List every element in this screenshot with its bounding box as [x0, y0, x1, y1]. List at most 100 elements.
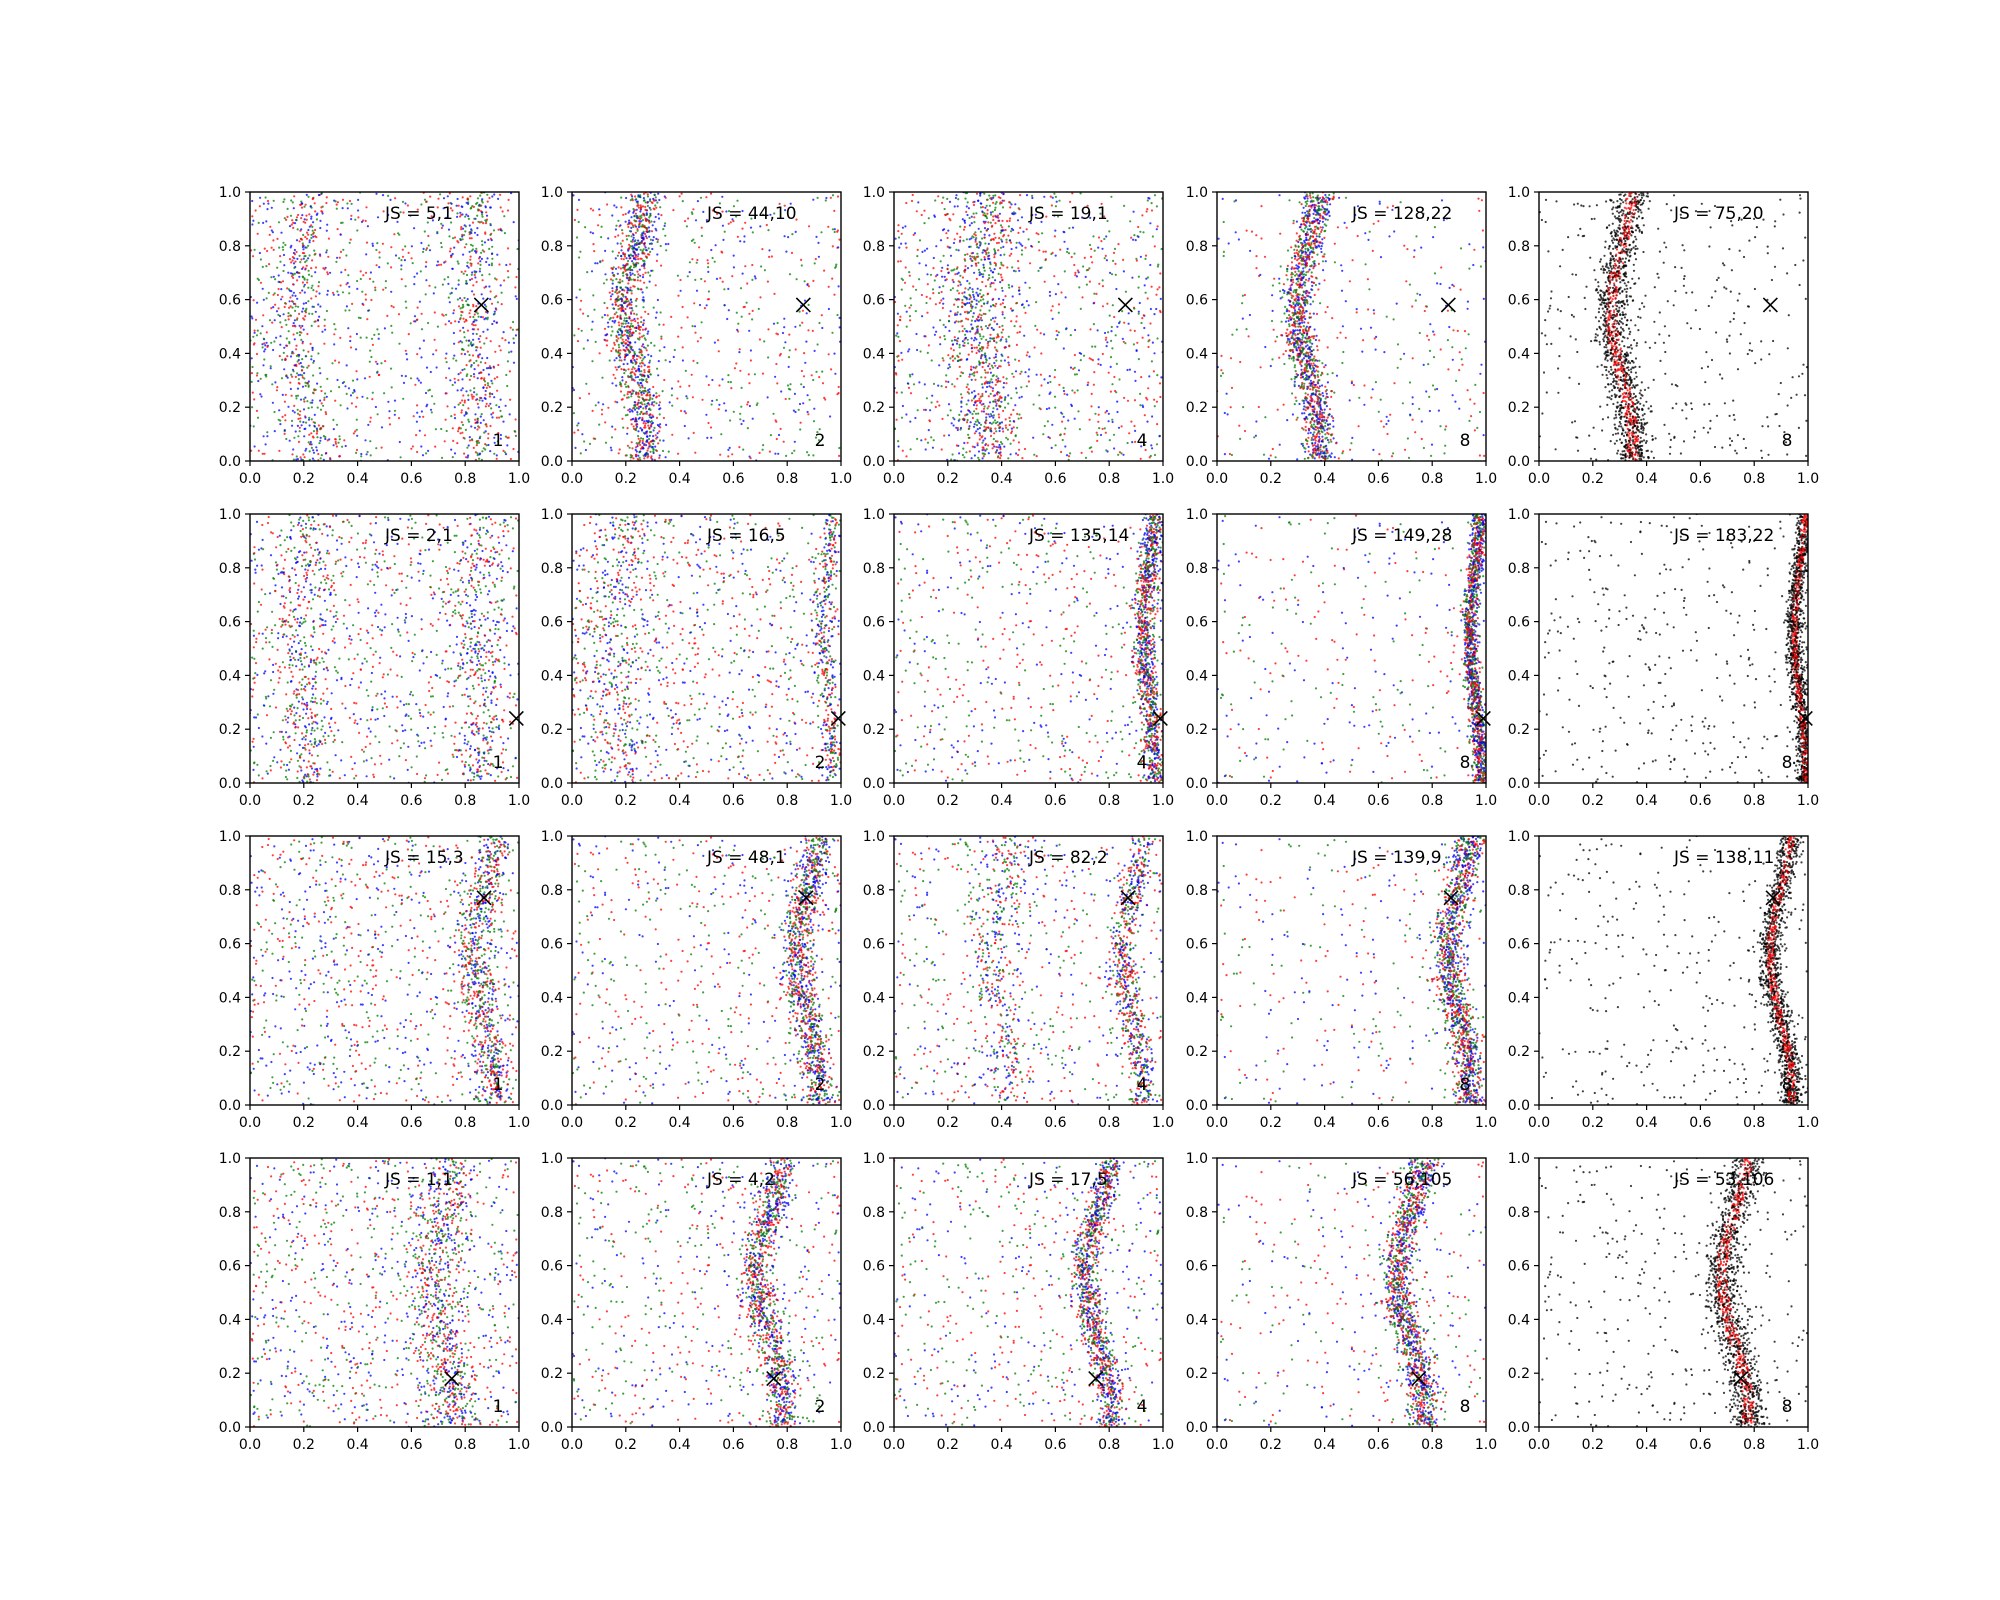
y-tick-label: 0.4 [219, 346, 241, 362]
scatter-point [644, 426, 647, 429]
scatter-point [350, 214, 353, 217]
scatter-point [962, 228, 966, 231]
scatter-point [1158, 286, 1161, 289]
scatter-point [1060, 450, 1063, 454]
scatter-point [1059, 248, 1062, 251]
scatter-point [745, 301, 748, 304]
scatter-point [640, 401, 643, 404]
scatter-point [305, 447, 308, 450]
scatter-point [705, 196, 708, 199]
scatter-point [992, 304, 995, 307]
scatter-point [644, 235, 648, 238]
scatter-point [371, 343, 374, 346]
scatter-point [633, 350, 636, 353]
scatter-point [1014, 203, 1017, 206]
scatter-point [286, 344, 289, 347]
scatter-point [1010, 427, 1014, 430]
scatter-point [320, 389, 323, 393]
scatter-point [445, 392, 448, 395]
scatter-point [468, 231, 471, 234]
scatter-point [960, 358, 963, 361]
scatter-points [250, 192, 519, 461]
scatter-point [606, 306, 609, 310]
scatter-point [478, 221, 481, 224]
scatter-point [362, 303, 365, 306]
scatter-point [1130, 236, 1133, 239]
scatter-point [465, 279, 468, 283]
scatter-point [920, 213, 923, 217]
scatter-point [488, 365, 491, 368]
scatter-point [639, 427, 642, 430]
scatter-point [698, 303, 702, 307]
scatter-point [966, 441, 969, 444]
scatter-point [1075, 373, 1078, 376]
scatter-point [613, 343, 616, 346]
scatter-point [1048, 375, 1051, 378]
scatter-point [1024, 281, 1027, 284]
scatter-point [1065, 327, 1068, 330]
scatter-point [488, 385, 491, 389]
scatter-point [1033, 346, 1036, 349]
scatter-point [465, 201, 468, 204]
scatter-point [837, 285, 840, 288]
scatter-point [979, 309, 982, 312]
scatter-point [298, 275, 301, 278]
scatter-point [632, 234, 635, 237]
scatter-point [965, 238, 969, 241]
scatter-point [486, 193, 489, 196]
scatter-point [341, 221, 344, 224]
scatter-point [986, 342, 990, 345]
scatter-point [803, 299, 807, 302]
scatter-point [618, 290, 621, 293]
scatter-point [489, 233, 492, 236]
scatter-point [980, 328, 984, 331]
scatter-point [512, 221, 515, 224]
scatter-point [296, 332, 299, 335]
scatter-point [659, 311, 662, 314]
scatter-point [486, 382, 489, 385]
scatter-point [671, 404, 674, 407]
scatter-point [971, 255, 974, 258]
scatter-point [262, 337, 265, 340]
scatter-point [632, 366, 635, 369]
scatter-point [998, 416, 1001, 419]
scatter-point [973, 432, 977, 435]
scatter-point [456, 260, 459, 263]
scatter-point [740, 315, 743, 318]
scatter-point [965, 358, 968, 361]
scatter-point [648, 216, 651, 219]
scatter-point [652, 429, 655, 432]
scatter-point [472, 324, 475, 327]
scatter-point [338, 455, 341, 458]
scatter-point [293, 222, 297, 225]
scatter-point [813, 349, 816, 352]
scatter-point [978, 313, 981, 316]
scatter-point [997, 249, 1000, 252]
scatter-point [707, 270, 710, 273]
scatter-point [709, 192, 713, 195]
scatter-point [604, 249, 607, 252]
scatter-point [899, 260, 902, 263]
scatter-point [994, 206, 997, 209]
scatter-point [998, 397, 1001, 400]
scatter-point [299, 398, 303, 401]
scatter-point [286, 287, 289, 290]
scatter-point [643, 242, 646, 246]
scatter-point [960, 400, 963, 403]
scatter-point [630, 222, 633, 225]
scatter-point [621, 293, 624, 296]
scatter-point [638, 416, 641, 419]
scatter-point [642, 273, 645, 276]
scatter-point [478, 457, 481, 460]
scatter-point [348, 292, 351, 295]
scatter-point [612, 266, 615, 269]
scatter-point [1155, 205, 1158, 208]
scatter-point [975, 325, 978, 328]
scatter-point [818, 376, 821, 379]
scatter-point [251, 317, 254, 320]
scatter-point [425, 452, 428, 455]
scatter-point [351, 391, 354, 394]
scatter-point [295, 218, 298, 221]
scatter-point [694, 219, 698, 222]
scatter-point [932, 256, 935, 260]
